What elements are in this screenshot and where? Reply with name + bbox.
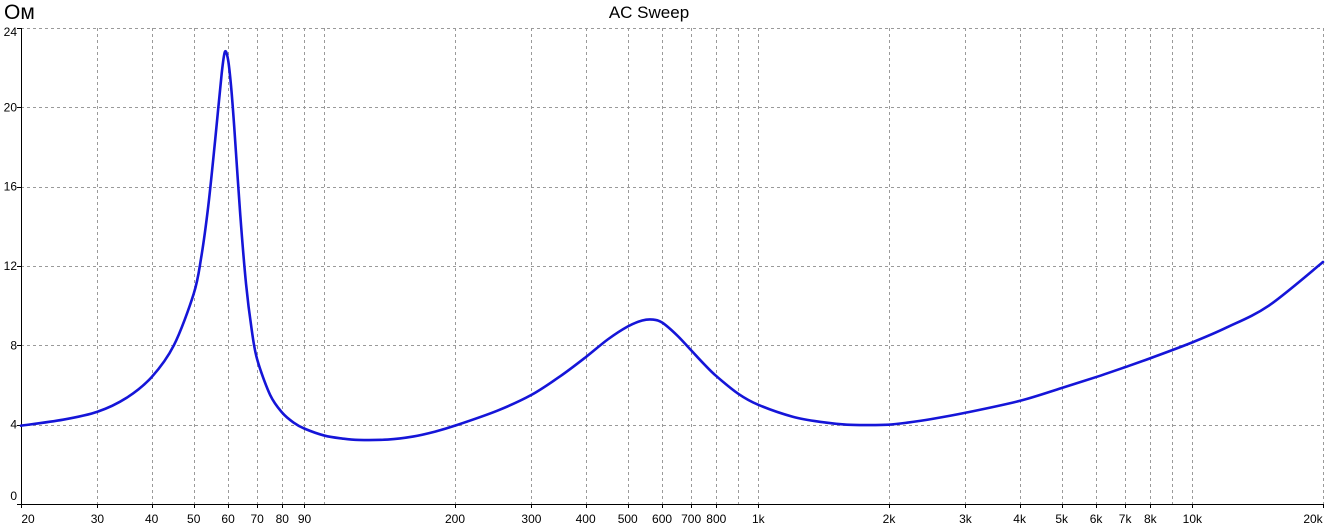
impedance-series-line [19,49,1325,442]
x-axis-ticks: 20 30 40 50 60 70 80 90 200 300 400 500 600 700 800 1k 2… [21,504,1324,526]
y-axis-unit-label: Ом [4,1,35,24]
x-tick-label: 60 [221,512,235,526]
y-tick-label: 4 [10,418,17,432]
y-tick-label: 8 [10,338,17,352]
y-axis-ticks: 0 4 8 12 16 20 24 [4,25,21,505]
x-tick-label: 20k [1303,512,1323,526]
x-tick-label: 5k [1055,512,1069,526]
y-tick-label: 24 [4,25,18,39]
chart-title: AC Sweep [609,3,689,22]
x-tick-label: 6k [1090,512,1104,526]
x-tick-label: 4k [1013,512,1027,526]
x-tick-label: 70 [250,512,264,526]
x-tick-label: 3k [959,512,973,526]
x-tick-label: 2k [883,512,897,526]
x-tick-label: 8k [1144,512,1158,526]
x-tick-label: 7k [1119,512,1133,526]
x-tick-label: 30 [91,512,105,526]
x-tick-label: 1k [752,512,766,526]
y-tick-label: 12 [4,259,18,273]
x-tick-label: 600 [652,512,672,526]
x-tick-label: 200 [445,512,465,526]
x-tick-label: 400 [576,512,596,526]
x-tick-label: 500 [618,512,638,526]
x-tick-label: 20 [21,512,35,526]
y-tick-label: 0 [10,489,17,503]
series-layer [19,49,1325,442]
y-tick-label: 20 [4,100,18,114]
x-tick-label: 80 [276,512,290,526]
y-tick-label: 16 [4,180,18,194]
x-tick-label: 800 [706,512,726,526]
x-tick-label: 40 [145,512,159,526]
x-tick-label: 90 [298,512,312,526]
x-tick-label: 50 [187,512,201,526]
x-tick-label: 300 [521,512,541,526]
x-tick-label: 10k [1183,512,1203,526]
x-tick-label: 700 [681,512,701,526]
